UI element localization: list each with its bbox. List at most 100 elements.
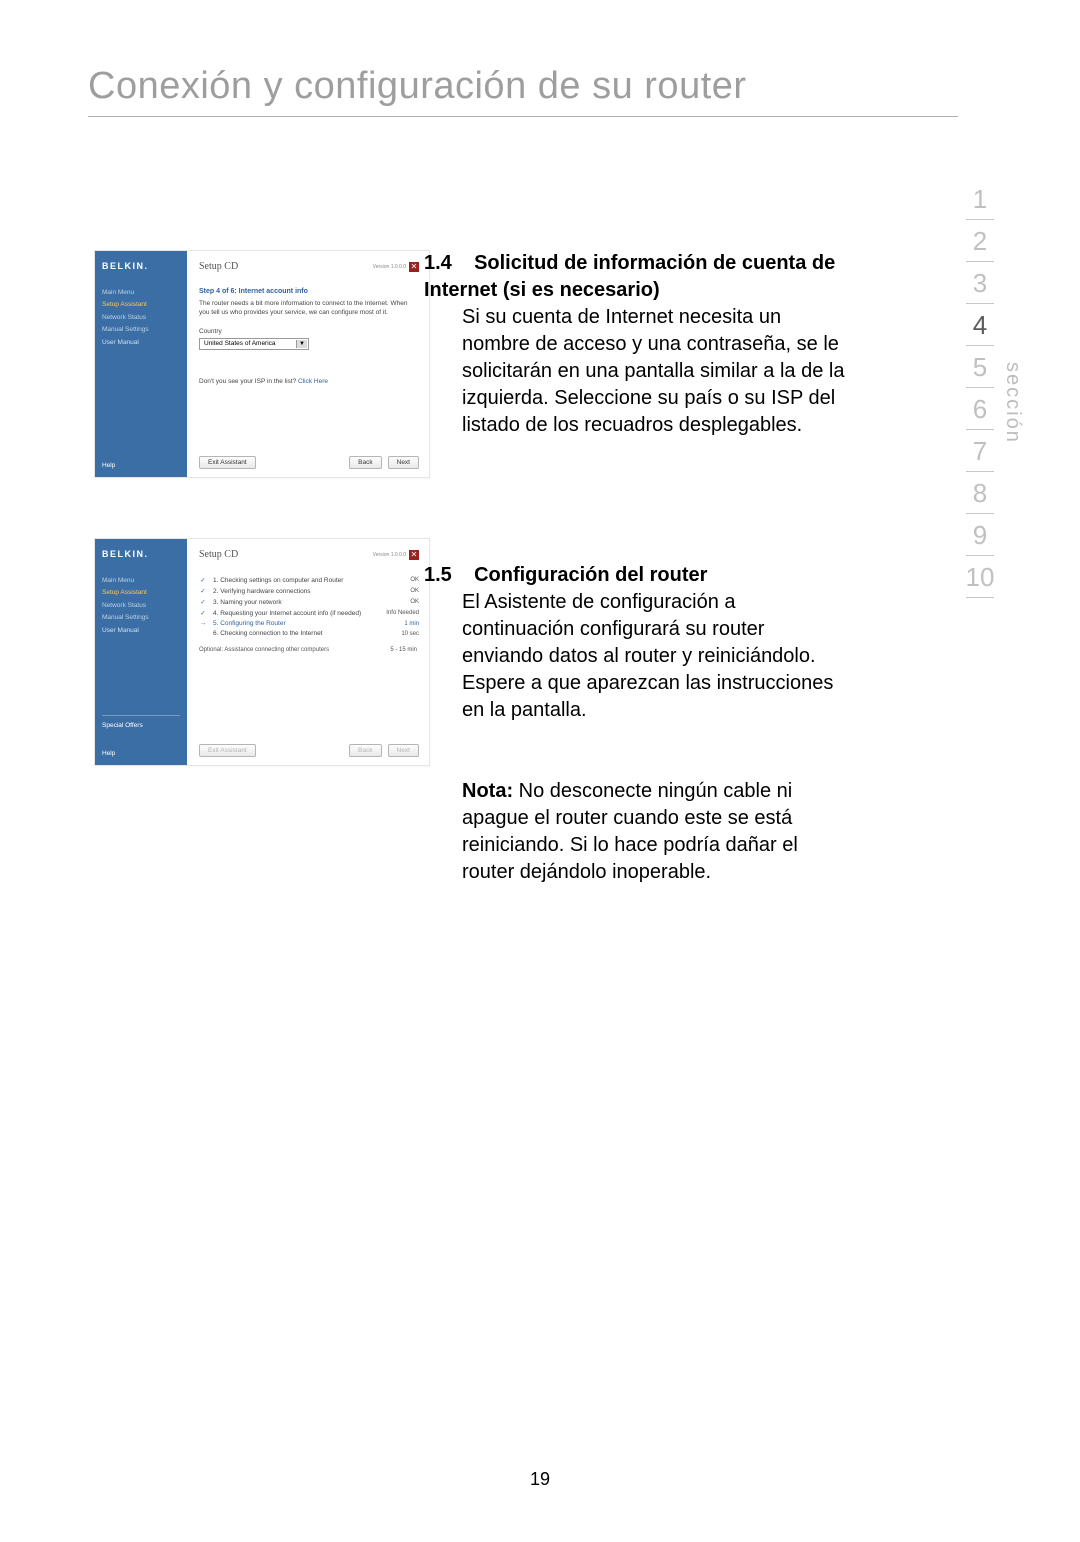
- screenshot-card-1: BELKIN. Main Menu Setup Assistant Networ…: [94, 250, 430, 478]
- exit-assistant-button[interactable]: Exit Assistant: [199, 744, 256, 757]
- progress-text: 5. Configuring the Router: [213, 620, 398, 627]
- progress-row: ✓ 4. Requesting your Internet account in…: [199, 609, 419, 617]
- nav-main-menu[interactable]: Main Menu: [102, 577, 180, 585]
- country-select[interactable]: United States of America ▼: [199, 338, 309, 350]
- section-1-5: 1.5 Configuración del router El Asistent…: [424, 562, 849, 724]
- progress-row-active: → 5. Configuring the Router 1 min: [199, 620, 419, 627]
- check-icon: ✓: [199, 598, 207, 606]
- card1-main: Setup CD Version 1.0.0.0 ✕ Step 4 of 6: …: [187, 251, 429, 477]
- note-label: Nota:: [462, 780, 513, 802]
- page-number: 19: [0, 1469, 1080, 1490]
- section-nav-5[interactable]: 5: [960, 346, 1000, 387]
- setup-cd-title: Setup CD: [199, 549, 238, 560]
- close-icon[interactable]: ✕: [409, 262, 419, 272]
- note-body: No desconecte ningún cable ni apague el …: [462, 780, 798, 883]
- close-icon[interactable]: ✕: [409, 550, 419, 560]
- section-number: 1.4: [424, 252, 452, 274]
- check-icon: ✓: [199, 609, 207, 617]
- progress-text: 3. Naming your network: [213, 599, 404, 606]
- special-offers[interactable]: Special Offers: [102, 715, 180, 729]
- nav-setup-assistant[interactable]: Setup Assistant: [102, 589, 180, 597]
- progress-status: 1 min: [404, 621, 419, 627]
- section-nav: 1 2 3 4 5 6 7 8 9 10: [960, 178, 1000, 598]
- version-block: Version 1.0.0.0 ✕: [373, 262, 419, 272]
- optional-text: Optional: Assistance connecting other co…: [199, 647, 329, 653]
- progress-text: 4. Requesting your Internet account info…: [213, 610, 380, 617]
- card2-buttons: Exit Assistant Back Next: [199, 744, 419, 757]
- section-nav-1[interactable]: 1: [960, 178, 1000, 219]
- next-button[interactable]: Next: [388, 456, 419, 469]
- check-icon: ✓: [199, 587, 207, 595]
- country-value: United States of America: [204, 340, 276, 347]
- progress-status: 10 sec: [401, 631, 419, 637]
- nav-main-menu[interactable]: Main Menu: [102, 289, 180, 297]
- isp-prompt: Don't you see your ISP in the list?: [199, 378, 296, 385]
- country-label: Country: [199, 328, 419, 335]
- section-nav-10[interactable]: 10: [960, 556, 1000, 597]
- optional-status: 5 - 15 min: [390, 647, 417, 653]
- nav-network-status[interactable]: Network Status: [102, 602, 180, 610]
- section-label: sección: [1001, 362, 1024, 444]
- section-nav-9[interactable]: 9: [960, 514, 1000, 555]
- check-icon: ✓: [199, 576, 207, 584]
- progress-row: 6. Checking connection to the Internet 1…: [199, 630, 419, 637]
- isp-prompt-line: Don't you see your ISP in the list? Clic…: [199, 378, 419, 385]
- back-button[interactable]: Back: [349, 456, 381, 469]
- version-block: Version 1.0.0.0 ✕: [373, 550, 419, 560]
- nav-user-manual[interactable]: User Manual: [102, 339, 180, 347]
- nav-setup-assistant[interactable]: Setup Assistant: [102, 301, 180, 309]
- nav-network-status[interactable]: Network Status: [102, 314, 180, 322]
- card2-main: Setup CD Version 1.0.0.0 ✕ ✓ 1. Checking…: [187, 539, 429, 765]
- screenshot-card-2: BELKIN. Main Menu Setup Assistant Networ…: [94, 538, 430, 766]
- brand-logo: BELKIN.: [102, 261, 180, 271]
- isp-click-here-link[interactable]: Click Here: [298, 378, 328, 385]
- card1-sidebar: BELKIN. Main Menu Setup Assistant Networ…: [95, 251, 187, 477]
- title-underline: [88, 116, 958, 117]
- section-nav-4[interactable]: 4: [960, 304, 1000, 345]
- step-desc: The router needs a bit more information …: [199, 300, 419, 318]
- nav-manual-settings[interactable]: Manual Settings: [102, 326, 180, 334]
- nav-manual-settings[interactable]: Manual Settings: [102, 614, 180, 622]
- section-heading: Configuración del router: [474, 564, 707, 586]
- nav-sep: [966, 597, 994, 598]
- back-button[interactable]: Back: [349, 744, 381, 757]
- progress-status: OK: [410, 588, 419, 594]
- progress-text: 2. Verifying hardware connections: [213, 588, 404, 595]
- page-title: Conexión y configuración de su router: [88, 65, 747, 108]
- setup-cd-title: Setup CD: [199, 261, 238, 272]
- section-number: 1.5: [424, 564, 452, 586]
- card2-header: Setup CD Version 1.0.0.0 ✕: [199, 549, 419, 560]
- section-nav-3[interactable]: 3: [960, 262, 1000, 303]
- progress-status: OK: [410, 577, 419, 583]
- progress-row: ✓ 2. Verifying hardware connections OK: [199, 587, 419, 595]
- version-text: Version 1.0.0.0: [373, 552, 406, 558]
- help-link[interactable]: Help: [102, 750, 115, 757]
- help-link[interactable]: Help: [102, 462, 115, 469]
- progress-text: 1. Checking settings on computer and Rou…: [213, 577, 404, 584]
- progress-status: Info Needed: [386, 610, 419, 616]
- section-nav-6[interactable]: 6: [960, 388, 1000, 429]
- version-text: Version 1.0.0.0: [373, 264, 406, 270]
- progress-text: 6. Checking connection to the Internet: [213, 630, 395, 637]
- progress-status: OK: [410, 599, 419, 605]
- next-button[interactable]: Next: [388, 744, 419, 757]
- progress-list: ✓ 1. Checking settings on computer and R…: [199, 576, 419, 637]
- card1-header: Setup CD Version 1.0.0.0 ✕: [199, 261, 419, 272]
- progress-row: ✓ 1. Checking settings on computer and R…: [199, 576, 419, 584]
- exit-assistant-button[interactable]: Exit Assistant: [199, 456, 256, 469]
- section-1-4: 1.4 Solicitud de información de cuenta d…: [424, 250, 849, 439]
- section-nav-2[interactable]: 2: [960, 220, 1000, 261]
- section-nav-7[interactable]: 7: [960, 430, 1000, 471]
- arrow-right-icon: →: [199, 620, 207, 627]
- section-body: El Asistente de configuración a continua…: [424, 589, 849, 724]
- nav-user-manual[interactable]: User Manual: [102, 627, 180, 635]
- section-nav-8[interactable]: 8: [960, 472, 1000, 513]
- note-block: Nota: No desconecte ningún cable ni apag…: [424, 778, 854, 886]
- card1-buttons: Exit Assistant Back Next: [199, 456, 419, 469]
- progress-row: ✓ 3. Naming your network OK: [199, 598, 419, 606]
- dropdown-arrow-icon: ▼: [296, 340, 307, 348]
- section-heading: Solicitud de información de cuenta de In…: [424, 252, 835, 301]
- optional-row: Optional: Assistance connecting other co…: [199, 647, 419, 653]
- brand-logo: BELKIN.: [102, 549, 180, 559]
- card2-sidebar: BELKIN. Main Menu Setup Assistant Networ…: [95, 539, 187, 765]
